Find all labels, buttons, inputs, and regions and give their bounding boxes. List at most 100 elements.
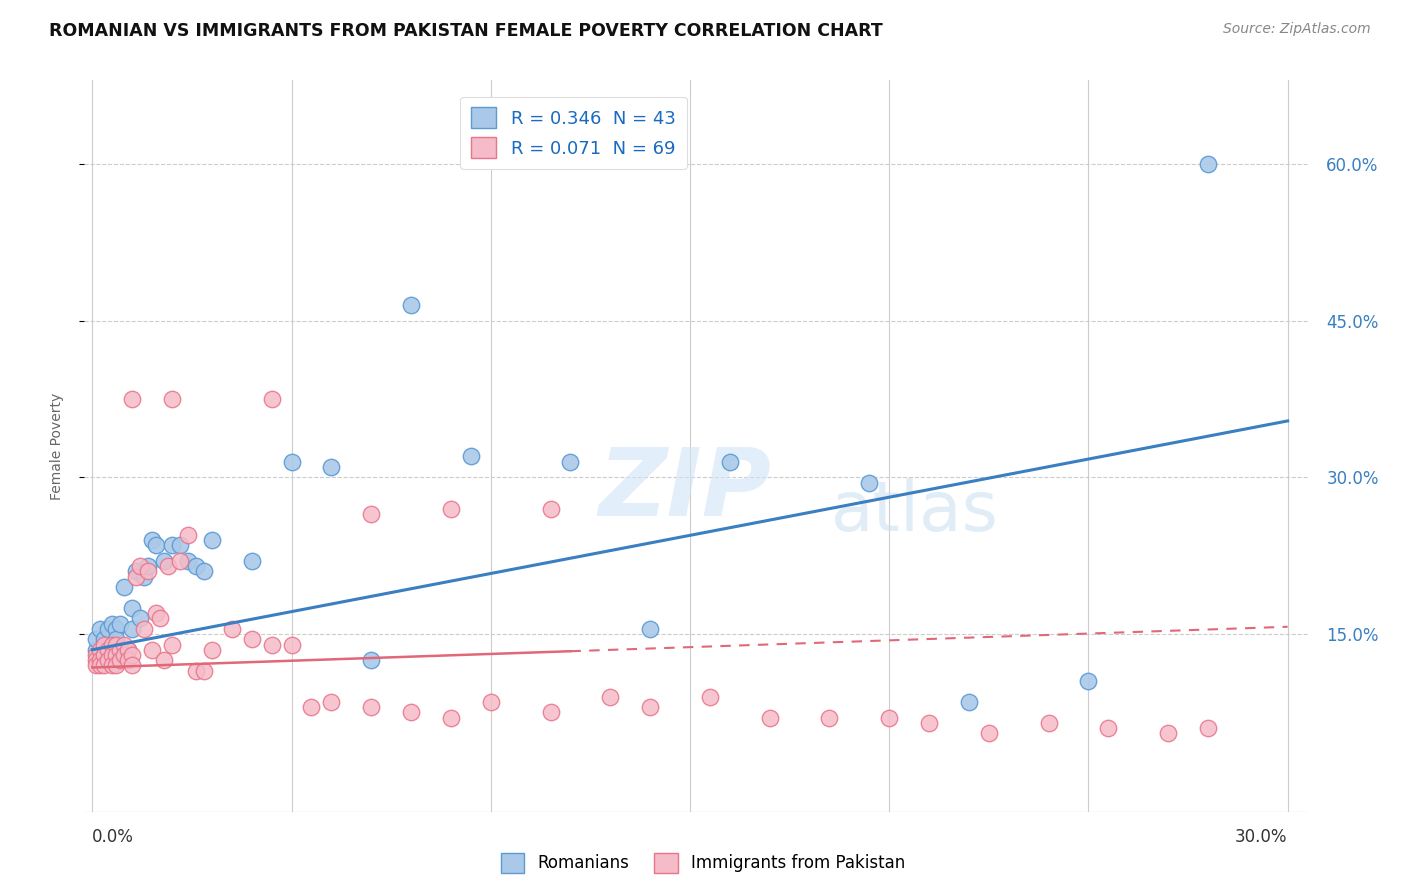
Point [112, 638, 135, 652]
Point [360, 507, 382, 521]
Point [136, 559, 159, 574]
Point [86, 653, 108, 667]
Point [758, 711, 780, 725]
Point [136, 565, 159, 579]
Point [101, 658, 124, 673]
Point [177, 528, 200, 542]
Point [145, 606, 167, 620]
Point [260, 638, 283, 652]
Point [105, 658, 128, 673]
Point [89, 642, 111, 657]
Point [112, 580, 135, 594]
Point [125, 565, 148, 579]
Point [97, 648, 120, 662]
Point [360, 653, 382, 667]
Point [1157, 726, 1180, 740]
Point [479, 695, 502, 709]
Point [193, 664, 215, 678]
Point [129, 559, 152, 574]
Point [117, 642, 139, 657]
Legend: R = 0.346  N = 43, R = 0.071  N = 69: R = 0.346 N = 43, R = 0.071 N = 69 [460, 96, 686, 169]
Point [141, 642, 163, 657]
Point [105, 632, 128, 647]
Text: 0.0%: 0.0% [93, 829, 134, 847]
Point [134, 569, 156, 583]
Point [201, 533, 224, 547]
Point [97, 642, 120, 657]
Point [86, 648, 108, 662]
Point [121, 601, 143, 615]
Point [301, 700, 323, 714]
Point [93, 658, 115, 673]
Point [1077, 674, 1099, 689]
Point [101, 638, 124, 652]
Point [110, 642, 132, 657]
Point [718, 455, 741, 469]
Point [321, 695, 343, 709]
Point [121, 622, 143, 636]
Text: ROMANIAN VS IMMIGRANTS FROM PAKISTAN FEMALE POVERTY CORRELATION CHART: ROMANIAN VS IMMIGRANTS FROM PAKISTAN FEM… [49, 22, 883, 40]
Point [957, 695, 980, 709]
Point [460, 450, 482, 464]
Text: ZIP: ZIP [598, 444, 770, 536]
Point [599, 690, 621, 704]
Text: Source: ZipAtlas.com: Source: ZipAtlas.com [1223, 22, 1371, 37]
Point [117, 642, 139, 657]
Point [89, 653, 111, 667]
Point [89, 622, 111, 636]
Point [105, 648, 128, 662]
Point [169, 538, 191, 552]
Point [280, 638, 302, 652]
Point [97, 653, 120, 667]
Point [93, 648, 115, 662]
Point [1197, 157, 1219, 171]
Point [86, 658, 108, 673]
Point [918, 715, 941, 730]
Point [97, 622, 120, 636]
Point [93, 638, 115, 652]
Point [129, 611, 152, 625]
Point [89, 648, 111, 662]
Point [86, 642, 108, 657]
Point [101, 616, 124, 631]
Point [240, 632, 263, 647]
Point [110, 653, 132, 667]
Point [560, 455, 582, 469]
Point [399, 706, 422, 720]
Point [240, 554, 263, 568]
Point [160, 538, 183, 552]
Point [153, 554, 176, 568]
Point [540, 706, 562, 720]
Point [858, 475, 880, 490]
Point [105, 638, 128, 652]
Point [145, 538, 167, 552]
Point [169, 554, 191, 568]
Point [117, 653, 139, 667]
Point [125, 569, 148, 583]
Point [638, 622, 661, 636]
Point [110, 616, 132, 631]
Point [440, 501, 463, 516]
Point [184, 664, 207, 678]
Point [1197, 721, 1219, 735]
Point [112, 648, 135, 662]
Point [399, 298, 422, 312]
Point [160, 392, 183, 406]
Point [149, 611, 172, 625]
Point [89, 658, 111, 673]
Point [193, 565, 215, 579]
Point [280, 455, 302, 469]
Point [1097, 721, 1119, 735]
Point [86, 632, 108, 647]
Point [105, 622, 128, 636]
Legend: Romanians, Immigrants from Pakistan: Romanians, Immigrants from Pakistan [494, 847, 912, 880]
Text: 30.0%: 30.0% [1234, 829, 1288, 847]
Point [540, 501, 562, 516]
Point [877, 711, 900, 725]
Point [153, 653, 176, 667]
Text: atlas: atlas [831, 478, 998, 545]
Point [201, 642, 224, 657]
Point [134, 622, 156, 636]
Point [1038, 715, 1060, 730]
Point [977, 726, 1000, 740]
